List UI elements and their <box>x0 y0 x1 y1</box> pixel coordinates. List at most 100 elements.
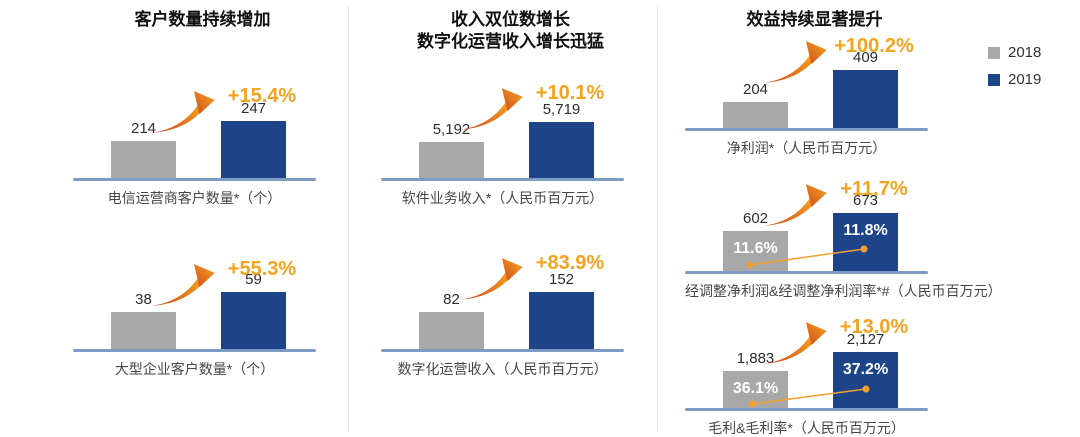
bar-2019: 37.2% <box>833 352 898 408</box>
rate-label-2019: 37.2% <box>842 361 889 378</box>
chart-adjusted-net-profit: 602 11.6% 673 11.8% <box>672 172 1002 301</box>
bar-value-2018: 38 <box>135 291 152 308</box>
bar-group-2018: 38 <box>111 290 176 349</box>
rate-label-2019: 11.8% <box>843 222 888 239</box>
bar-2018 <box>419 142 484 178</box>
bar-value-2018: 214 <box>130 120 157 137</box>
growth-arrow-icon <box>763 322 827 364</box>
rate-label-2018: 11.6% <box>733 240 778 257</box>
panel-customers: 客户数量持续增加 214 247 +15.4% 电信运营商客户数量*（个 <box>60 0 345 437</box>
growth-arrow-icon <box>763 41 827 83</box>
bar-2018 <box>723 102 788 128</box>
chart-telecom-operator-customers: 214 247 +15.4% 电信运营商客户数量*（个） <box>60 68 345 208</box>
bar-group-2019: 2,127 37.2% <box>833 330 898 408</box>
growth-label: +100.2% <box>834 35 914 57</box>
growth-label: +13.0% <box>839 316 909 338</box>
chart-gross-profit: 1,883 36.1% 2,127 37.2% <box>672 310 957 437</box>
chart-label: 净利润*（人民币百万元） <box>726 140 887 156</box>
bar-group-2019: 247 <box>221 99 286 178</box>
chart-enterprise-customers: 38 59 +55.3% 大型企业客户数量*（个） <box>60 239 345 379</box>
panel-revenue: 收入双位数增长 数字化运营收入增长迅猛 5,192 5,719 +10.1% <box>368 0 653 437</box>
bar-group-2019: 409 <box>833 48 898 128</box>
rate-label-2018: 36.1% <box>732 380 779 397</box>
growth-label: +11.7% <box>840 178 908 200</box>
bar-2019 <box>529 292 594 349</box>
panel-title-line: 收入双位数增长 <box>451 10 570 29</box>
growth-label: +10.1% <box>535 82 605 104</box>
bar-value-2019: 247 <box>240 100 267 117</box>
panel-divider <box>348 6 349 430</box>
bar-value-2019: 2,127 <box>846 331 885 348</box>
panel-profitability: 效益持续显著提升 204 409 +100.2% 净利润*（人民币百万元 <box>672 0 1002 437</box>
bar-2018 <box>111 312 176 349</box>
legend-label-2019: 2019 <box>1008 71 1042 88</box>
growth-arrow-icon <box>459 88 523 130</box>
panel-title-line: 数字化运营收入增长迅猛 <box>417 32 604 51</box>
plot-area: 5,192 5,719 +10.1% <box>368 68 653 178</box>
bar-value-2019: 673 <box>852 192 879 209</box>
bar-2018 <box>419 312 484 349</box>
bar-value-2018: 82 <box>443 291 460 308</box>
growth-arrow-icon <box>459 258 523 300</box>
chart-digital-operation-revenue: 82 152 +83.9% 数字化运营收入（人民币百万元） <box>368 239 653 379</box>
legend-swatch-2019-icon <box>988 73 1000 86</box>
plot-area: 214 247 +15.4% <box>60 68 345 178</box>
axis-line <box>381 178 624 181</box>
bar-group-2018: 82 <box>419 290 484 349</box>
chart-label: 电信运营商客户数量*（个） <box>107 190 282 206</box>
plot-area: 1,883 36.1% 2,127 37.2% <box>672 310 957 408</box>
growth-arrow-icon <box>151 91 215 133</box>
plot-area: 38 59 +55.3% <box>60 239 345 349</box>
legend-swatch-2018-icon <box>988 46 1000 59</box>
growth-label: +55.3% <box>227 258 297 280</box>
bar-group-2019: 152 <box>529 270 594 349</box>
panel-title-line: 效益持续显著提升 <box>746 10 883 29</box>
bar-group-2019: 673 11.8% <box>833 191 898 271</box>
bar-2019 <box>221 292 286 349</box>
growth-label: +15.4% <box>227 85 297 107</box>
chart-label: 大型企业客户数量*（个） <box>114 361 275 377</box>
legend-label-2018: 2018 <box>1008 44 1042 61</box>
legend-item-2018: 2018 <box>988 44 1041 61</box>
bar-2019 <box>529 122 594 178</box>
plot-area: 82 152 +83.9% <box>368 239 653 349</box>
axis-line <box>685 408 928 411</box>
plot-area: 204 409 +100.2% <box>672 35 957 128</box>
chart-label: 经调整净利润&经调整净利润率*#（人民币百万元） <box>685 283 1002 299</box>
chart-software-revenue: 5,192 5,719 +10.1% 软件业务收入*（人民币百万元） <box>368 68 653 208</box>
bar-value-2019: 59 <box>245 271 262 288</box>
bar-2019: 11.8% <box>833 213 898 271</box>
axis-line <box>381 349 624 352</box>
legend: 2018 2019 <box>988 44 1041 98</box>
bar-value-2018: 5,192 <box>432 121 471 138</box>
growth-arrow-icon <box>763 184 827 226</box>
bar-group-2018: 214 <box>111 119 176 178</box>
bar-2018 <box>111 141 176 178</box>
bar-2018: 11.6% <box>723 231 788 271</box>
bar-group-2019: 5,719 <box>529 100 594 178</box>
bar-value-2019: 5,719 <box>542 101 581 118</box>
panel-divider <box>657 6 658 430</box>
bar-group-2018: 204 <box>723 80 788 128</box>
bar-2019 <box>833 70 898 128</box>
panel-title: 客户数量持续增加 <box>60 0 345 31</box>
axis-line <box>685 271 928 274</box>
axis-line <box>685 128 928 131</box>
growth-arrow-icon <box>151 264 215 306</box>
bar-value-2018: 1,883 <box>736 350 775 367</box>
axis-line <box>73 349 316 352</box>
chart-label: 数字化运营收入（人民币百万元） <box>397 361 608 377</box>
growth-label: +83.9% <box>535 252 605 274</box>
chart-net-profit: 204 409 +100.2% 净利润*（人民币百万元） <box>672 35 957 158</box>
panel-title: 收入双位数增长 数字化运营收入增长迅猛 <box>368 0 653 53</box>
bar-2019 <box>221 121 286 178</box>
chart-label: 毛利&毛利率*（人民币百万元） <box>708 420 905 436</box>
bar-group-2018: 5,192 <box>419 120 484 178</box>
bar-value-2019: 409 <box>852 49 879 66</box>
panel-title-line: 客户数量持续增加 <box>134 10 271 29</box>
legend-item-2019: 2019 <box>988 71 1041 88</box>
bar-value-2018: 204 <box>742 81 769 98</box>
bar-2018: 36.1% <box>723 371 788 408</box>
bar-value-2018: 602 <box>742 210 769 227</box>
